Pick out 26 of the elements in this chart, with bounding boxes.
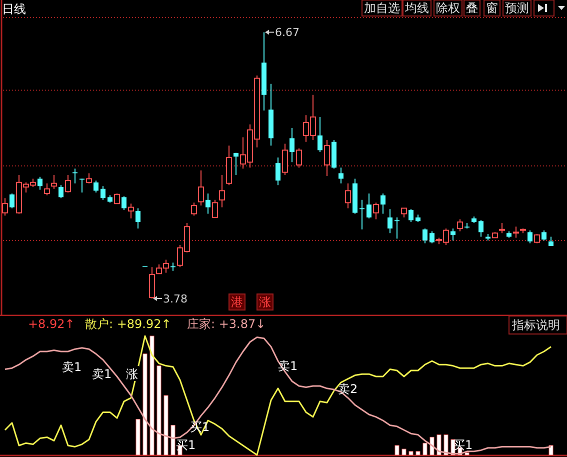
bar — [150, 336, 154, 456]
annotation: 卖1 — [92, 367, 112, 381]
bar — [402, 448, 406, 456]
text: 庄家: +3.87↓ — [187, 317, 266, 331]
bar — [416, 451, 420, 456]
bar — [156, 366, 162, 456]
bar — [464, 452, 470, 456]
bar — [142, 354, 148, 456]
bar — [422, 442, 428, 456]
bar — [444, 434, 448, 456]
bar — [408, 451, 414, 456]
text: 指标说明 — [511, 318, 560, 332]
text: +8.92↑ — [28, 317, 75, 331]
annotation: 卖1 — [62, 360, 82, 374]
bar — [394, 445, 400, 456]
bar — [170, 425, 176, 456]
bar — [548, 445, 554, 456]
bar — [436, 434, 442, 456]
annotation: 日线 — [2, 2, 26, 16]
annotation: 6.67 — [275, 26, 300, 40]
bar — [164, 395, 168, 456]
text: 散户: +89.92↑ — [85, 317, 172, 331]
bar — [136, 419, 140, 456]
annotation: 卖2 — [338, 382, 358, 396]
annotation: 3.78 — [163, 292, 188, 306]
annotation: 涨 — [126, 367, 138, 381]
